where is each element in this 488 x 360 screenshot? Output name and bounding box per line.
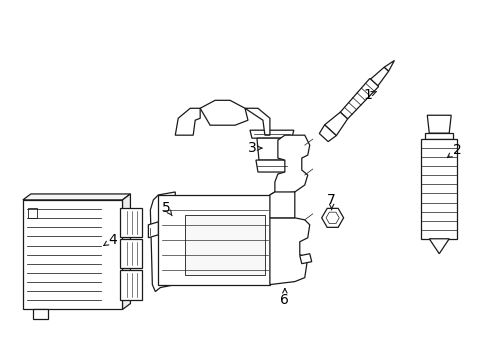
Polygon shape <box>33 310 48 319</box>
Text: 6: 6 <box>280 293 289 306</box>
Text: 2: 2 <box>452 143 461 157</box>
Polygon shape <box>384 60 394 71</box>
Circle shape <box>115 302 121 307</box>
Circle shape <box>24 202 30 208</box>
Polygon shape <box>148 222 158 238</box>
Polygon shape <box>325 212 339 224</box>
Polygon shape <box>28 208 37 218</box>
Text: 7: 7 <box>326 193 335 207</box>
Polygon shape <box>175 108 200 135</box>
Polygon shape <box>340 78 378 119</box>
Polygon shape <box>427 115 450 133</box>
Polygon shape <box>428 239 448 254</box>
Polygon shape <box>299 254 311 264</box>
Polygon shape <box>319 125 336 141</box>
Text: 1: 1 <box>363 88 371 102</box>
Polygon shape <box>421 139 456 239</box>
Polygon shape <box>122 194 130 310</box>
Polygon shape <box>255 160 287 172</box>
Polygon shape <box>158 195 269 285</box>
Circle shape <box>330 216 334 220</box>
Polygon shape <box>120 239 142 268</box>
Polygon shape <box>244 108 269 135</box>
Polygon shape <box>185 215 264 275</box>
Polygon shape <box>23 200 122 310</box>
Polygon shape <box>150 192 175 292</box>
Polygon shape <box>425 133 452 139</box>
Text: 3: 3 <box>247 141 256 155</box>
Text: 4: 4 <box>108 233 117 247</box>
Polygon shape <box>269 135 309 195</box>
Polygon shape <box>249 130 293 138</box>
Polygon shape <box>256 138 286 160</box>
Circle shape <box>24 302 30 307</box>
Polygon shape <box>23 194 130 200</box>
Polygon shape <box>321 208 343 228</box>
Text: 5: 5 <box>162 201 170 215</box>
Polygon shape <box>269 218 309 285</box>
Circle shape <box>44 210 50 216</box>
Polygon shape <box>120 270 142 300</box>
Circle shape <box>38 210 44 216</box>
Polygon shape <box>200 100 247 125</box>
Polygon shape <box>269 192 294 218</box>
Polygon shape <box>120 208 142 237</box>
Polygon shape <box>370 67 388 86</box>
Polygon shape <box>324 112 347 136</box>
